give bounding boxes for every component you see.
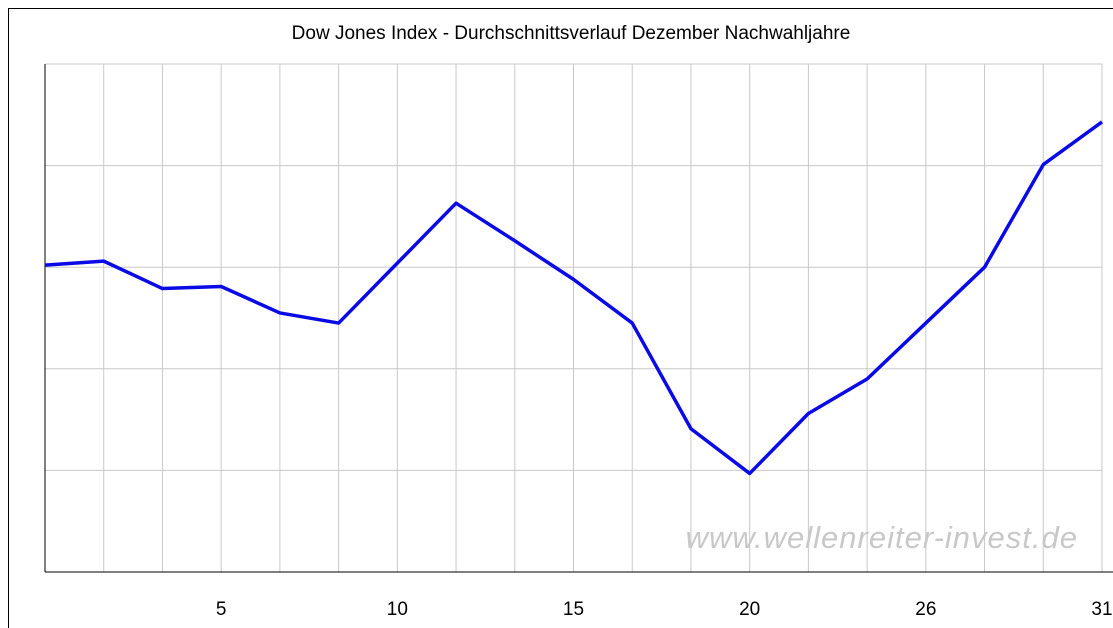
x-tick-label: 26 (915, 599, 936, 620)
x-tick-label: 10 (387, 599, 408, 620)
x-tick-label: 31 (1091, 599, 1112, 620)
x-tick-label: 15 (563, 599, 584, 620)
line-series (44, 120, 1104, 476)
chart-title: Dow Jones Index - Durchschnittsverlauf D… (292, 23, 851, 44)
x-tick-label: 5 (216, 599, 227, 620)
x-tick-label: 20 (739, 599, 760, 620)
watermark: www.wellenreiter-invest.de (686, 520, 1078, 555)
